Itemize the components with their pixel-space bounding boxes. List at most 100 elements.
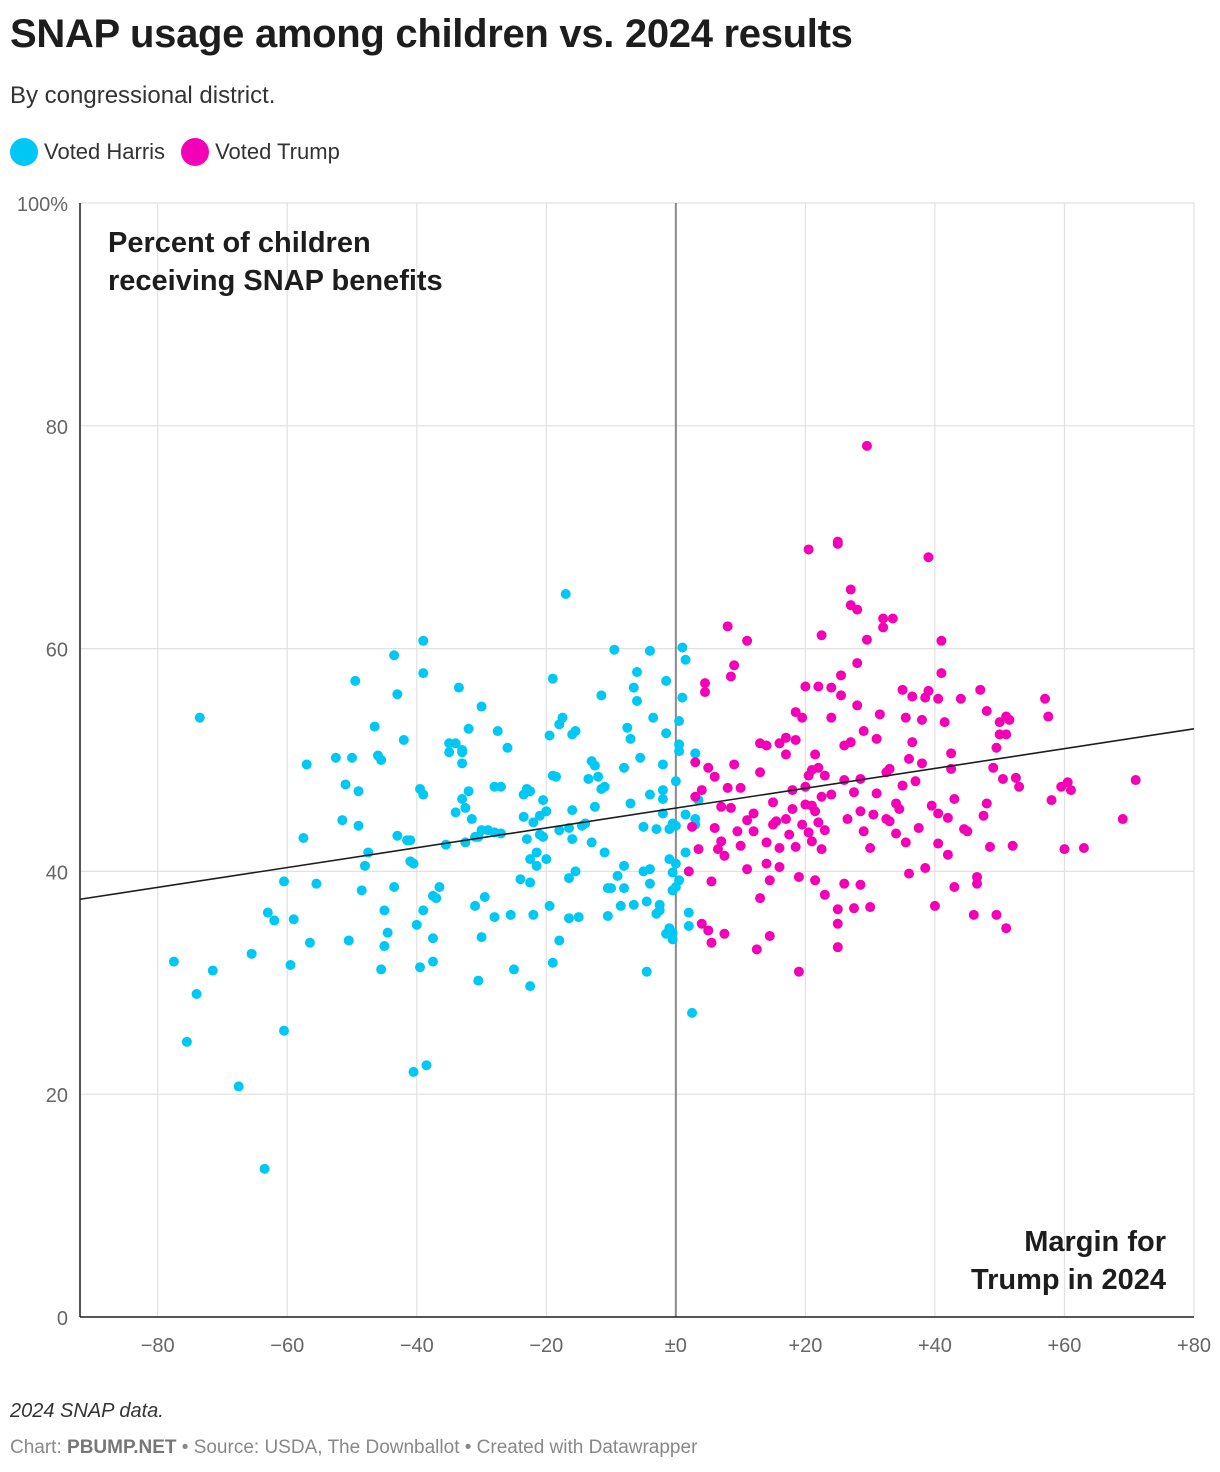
point-voted-trump[interactable] [696,785,707,796]
point-voted-harris[interactable] [528,817,539,828]
point-voted-harris[interactable] [515,874,526,885]
point-voted-harris[interactable] [606,883,617,894]
point-voted-trump[interactable] [1001,729,1012,740]
point-voted-harris[interactable] [661,675,672,686]
point-voted-harris[interactable] [450,738,461,749]
point-voted-harris[interactable] [431,893,442,904]
point-voted-harris[interactable] [674,746,685,757]
point-voted-harris[interactable] [619,762,630,773]
point-voted-harris[interactable] [670,776,681,787]
point-voted-trump[interactable] [913,822,924,833]
point-voted-harris[interactable] [525,854,536,865]
point-voted-harris[interactable] [476,932,487,943]
point-voted-trump[interactable] [933,838,944,849]
point-voted-harris[interactable] [262,907,273,918]
point-voted-trump[interactable] [764,931,775,942]
point-voted-trump[interactable] [975,684,986,695]
point-voted-harris[interactable] [440,839,451,850]
point-voted-harris[interactable] [382,927,393,938]
point-voted-trump[interactable] [696,918,707,929]
point-voted-harris[interactable] [356,885,367,896]
point-voted-harris[interactable] [408,858,419,869]
point-voted-trump[interactable] [1062,777,1073,788]
point-voted-harris[interactable] [583,773,594,784]
point-voted-trump[interactable] [845,737,856,748]
point-voted-trump[interactable] [1078,843,1089,854]
point-voted-harris[interactable] [551,771,562,782]
point-voted-harris[interactable] [541,854,552,865]
point-voted-harris[interactable] [687,1007,698,1018]
point-voted-harris[interactable] [625,733,636,744]
point-voted-trump[interactable] [816,844,827,855]
point-voted-harris[interactable] [505,909,516,920]
point-voted-harris[interactable] [544,730,555,741]
point-voted-harris[interactable] [353,786,364,797]
point-voted-trump[interactable] [936,668,947,679]
point-voted-trump[interactable] [742,864,753,875]
point-voted-trump[interactable] [988,762,999,773]
point-voted-trump[interactable] [897,684,908,695]
point-voted-trump[interactable] [878,622,889,633]
point-voted-trump[interactable] [916,758,927,769]
point-voted-trump[interactable] [962,826,973,837]
point-voted-trump[interactable] [755,893,766,904]
point-voted-trump[interactable] [816,791,827,802]
point-voted-trump[interactable] [725,671,736,682]
point-voted-harris[interactable] [570,726,581,737]
point-voted-trump[interactable] [1004,714,1015,725]
point-voted-trump[interactable] [819,770,830,781]
point-voted-harris[interactable] [567,805,578,816]
point-voted-harris[interactable] [531,847,542,858]
point-voted-harris[interactable] [450,807,461,818]
point-voted-harris[interactable] [434,881,445,892]
point-voted-harris[interactable] [573,912,584,923]
point-voted-trump[interactable] [861,440,872,451]
point-voted-trump[interactable] [900,837,911,848]
point-voted-harris[interactable] [285,959,296,970]
point-voted-trump[interactable] [871,788,882,799]
point-voted-trump[interactable] [764,875,775,886]
point-voted-trump[interactable] [929,900,940,911]
point-voted-harris[interactable] [563,913,574,924]
point-voted-harris[interactable] [418,668,429,679]
point-voted-harris[interactable] [657,785,668,796]
point-voted-trump[interactable] [800,781,811,792]
point-voted-trump[interactable] [939,717,950,728]
point-voted-harris[interactable] [340,779,351,790]
point-voted-harris[interactable] [602,910,613,921]
point-voted-trump[interactable] [761,837,772,848]
point-voted-harris[interactable] [427,933,438,944]
point-voted-harris[interactable] [492,726,503,737]
point-voted-harris[interactable] [508,964,519,975]
point-voted-harris[interactable] [427,956,438,967]
point-voted-harris[interactable] [670,820,681,831]
point-voted-harris[interactable] [625,798,636,809]
point-voted-harris[interactable] [495,781,506,792]
point-voted-trump[interactable] [910,776,921,787]
point-voted-trump[interactable] [907,691,918,702]
point-voted-harris[interactable] [667,867,678,878]
point-voted-trump[interactable] [716,801,727,812]
point-voted-trump[interactable] [774,861,785,872]
point-voted-harris[interactable] [479,892,490,903]
point-voted-harris[interactable] [502,742,513,753]
point-voted-harris[interactable] [376,964,387,975]
legend-item-trump[interactable]: Voted Trump [181,138,340,166]
point-voted-trump[interactable] [690,791,701,802]
point-voted-harris[interactable] [408,1066,419,1077]
point-voted-trump[interactable] [858,726,869,737]
point-voted-trump[interactable] [712,844,723,855]
point-voted-trump[interactable] [755,767,766,778]
point-voted-trump[interactable] [706,876,717,887]
point-voted-harris[interactable] [525,981,536,992]
point-voted-harris[interactable] [667,927,678,938]
point-voted-trump[interactable] [997,773,1008,784]
point-voted-trump[interactable] [972,878,983,889]
point-voted-harris[interactable] [680,654,691,665]
point-voted-harris[interactable] [457,758,468,769]
point-voted-harris[interactable] [632,666,642,677]
point-voted-harris[interactable] [392,689,403,700]
point-voted-trump[interactable] [810,875,821,886]
point-voted-trump[interactable] [735,782,746,793]
point-voted-trump[interactable] [819,889,830,900]
